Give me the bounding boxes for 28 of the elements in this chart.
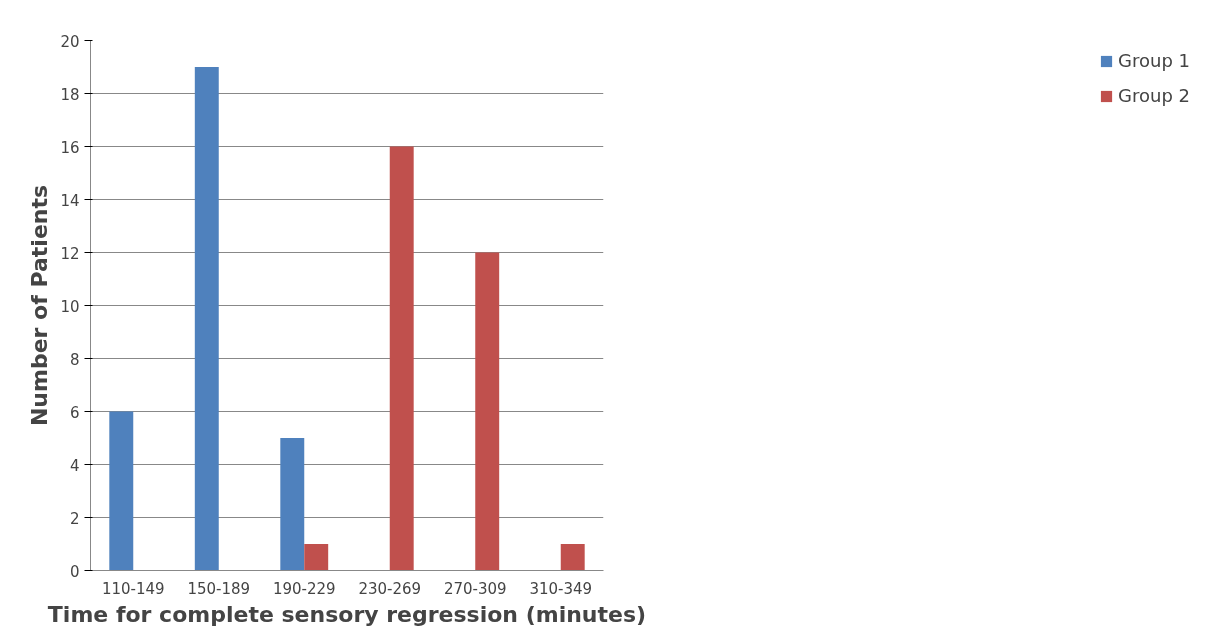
y-tick-label: 18: [60, 85, 80, 104]
x-tick-label: 270-309: [443, 579, 507, 598]
y-tick-label: 16: [60, 138, 80, 157]
x-axis-title: Time for complete sensory regression (minutes): [47, 601, 647, 627]
y-tick-label: 6: [69, 403, 80, 422]
x-tick-label: 230-269: [358, 579, 422, 598]
bar: [560, 544, 585, 571]
bar: [475, 252, 500, 571]
y-tick-label: 14: [60, 191, 80, 210]
x-tick-label: 190-229: [272, 579, 336, 598]
bar: [389, 146, 414, 571]
legend-label: Group 1: [1118, 50, 1190, 71]
bar: [194, 67, 219, 571]
y-axis-title: Number of Patients: [27, 184, 53, 427]
y-tick-label: 0: [69, 562, 80, 581]
y-tick-label: 12: [60, 244, 80, 263]
y-tick-label: 2: [69, 509, 80, 528]
x-tick-label: 310-349: [529, 579, 593, 598]
y-tick-label: 20: [60, 32, 80, 51]
x-tick-label: 110-149: [101, 579, 165, 598]
legend-label: Group 2: [1118, 85, 1190, 106]
y-tick-label: 10: [60, 297, 80, 316]
y-tick-label: 4: [69, 456, 80, 475]
x-tick-label: 150-189: [187, 579, 251, 598]
bar: [304, 544, 329, 571]
y-tick-label: 8: [69, 350, 80, 369]
bar: [280, 438, 305, 571]
bar: [109, 411, 134, 571]
